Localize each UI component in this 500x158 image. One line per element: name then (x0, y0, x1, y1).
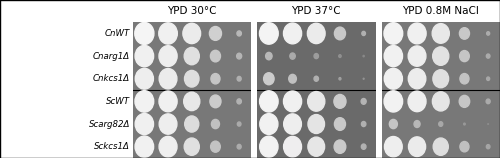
Text: Scarg82Δ: Scarg82Δ (88, 120, 130, 128)
Circle shape (486, 54, 490, 58)
Circle shape (184, 47, 200, 65)
Circle shape (135, 22, 154, 44)
Circle shape (334, 140, 346, 153)
Circle shape (460, 73, 469, 84)
Circle shape (260, 23, 278, 44)
Circle shape (308, 137, 324, 156)
Circle shape (210, 27, 222, 40)
Circle shape (184, 116, 199, 132)
Circle shape (260, 114, 278, 134)
Circle shape (184, 70, 199, 87)
Circle shape (362, 31, 366, 36)
Circle shape (290, 53, 296, 59)
Circle shape (334, 118, 345, 130)
Circle shape (433, 70, 448, 88)
Circle shape (183, 23, 200, 44)
Circle shape (212, 119, 220, 129)
Circle shape (266, 52, 272, 60)
Circle shape (184, 92, 200, 111)
Circle shape (308, 23, 325, 44)
Circle shape (414, 121, 420, 128)
Circle shape (237, 76, 241, 81)
Circle shape (237, 144, 241, 149)
Circle shape (308, 92, 325, 111)
Text: YPD 30°C: YPD 30°C (167, 6, 216, 16)
Circle shape (432, 24, 450, 43)
Circle shape (159, 136, 177, 157)
Circle shape (210, 95, 221, 108)
Circle shape (433, 138, 448, 155)
Circle shape (438, 122, 443, 126)
Circle shape (384, 68, 402, 89)
Circle shape (260, 91, 278, 112)
Circle shape (408, 137, 426, 156)
Circle shape (159, 114, 177, 134)
Circle shape (288, 74, 296, 83)
Circle shape (460, 51, 469, 62)
Circle shape (460, 141, 469, 152)
Circle shape (159, 46, 177, 67)
Circle shape (432, 47, 449, 65)
Circle shape (338, 55, 341, 58)
Circle shape (210, 50, 220, 62)
Circle shape (486, 99, 490, 104)
Circle shape (211, 73, 220, 84)
Circle shape (308, 115, 324, 134)
Circle shape (284, 136, 302, 157)
Circle shape (363, 78, 364, 79)
Circle shape (284, 23, 302, 44)
Circle shape (408, 69, 426, 89)
Text: YPD 0.8M NaCl: YPD 0.8M NaCl (402, 6, 479, 16)
Circle shape (236, 53, 242, 59)
Circle shape (314, 54, 318, 59)
Circle shape (486, 32, 490, 35)
Circle shape (264, 73, 274, 85)
Text: Cnkcs1Δ: Cnkcs1Δ (93, 74, 130, 83)
Circle shape (464, 123, 466, 125)
Circle shape (314, 76, 318, 81)
Circle shape (184, 138, 200, 155)
Text: ScWT: ScWT (106, 97, 130, 106)
Circle shape (210, 141, 220, 152)
Circle shape (136, 68, 154, 89)
Circle shape (384, 91, 402, 112)
Circle shape (260, 136, 278, 157)
Circle shape (237, 31, 242, 36)
Circle shape (284, 114, 302, 134)
Circle shape (159, 23, 178, 44)
Circle shape (334, 27, 345, 40)
Circle shape (408, 46, 426, 66)
Circle shape (135, 113, 154, 135)
Circle shape (237, 99, 242, 104)
Text: YPD 37°C: YPD 37°C (292, 6, 341, 16)
Circle shape (459, 95, 469, 107)
Text: Sckcs1Δ: Sckcs1Δ (94, 142, 130, 151)
Circle shape (159, 91, 177, 112)
Circle shape (432, 92, 449, 111)
Circle shape (135, 46, 154, 67)
Circle shape (361, 98, 366, 104)
Circle shape (362, 144, 366, 149)
Text: Cnarg1Δ: Cnarg1Δ (93, 52, 130, 61)
Circle shape (384, 23, 402, 44)
Circle shape (362, 122, 366, 127)
Circle shape (135, 136, 154, 157)
Circle shape (390, 119, 398, 129)
Circle shape (284, 91, 302, 112)
Circle shape (408, 91, 426, 112)
Circle shape (159, 69, 177, 89)
Circle shape (135, 91, 154, 112)
Circle shape (238, 122, 241, 126)
Circle shape (384, 137, 402, 157)
Circle shape (486, 77, 490, 80)
Text: CnWT: CnWT (105, 29, 130, 38)
Circle shape (408, 23, 426, 44)
Circle shape (384, 46, 402, 67)
Circle shape (363, 55, 364, 57)
Circle shape (486, 145, 490, 149)
Circle shape (339, 78, 341, 80)
Circle shape (334, 94, 346, 108)
Circle shape (460, 28, 469, 39)
